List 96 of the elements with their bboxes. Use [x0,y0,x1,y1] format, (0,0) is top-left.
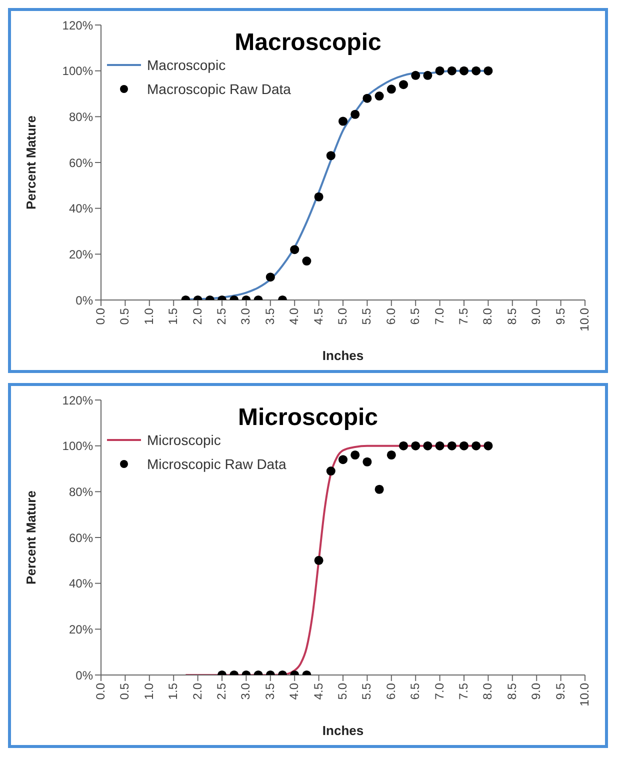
chart-title: Macroscopic [234,29,382,56]
y-tick-label: 80% [68,110,94,124]
point [326,466,336,476]
legend-label: Microscopic [147,432,221,448]
y-tick-label: 100% [62,64,94,78]
x-tick-label: 8.0 [480,682,495,700]
point [398,80,408,90]
y-tick-label: 0% [76,668,94,682]
x-tick-label: 8.0 [480,308,495,325]
point [411,70,420,80]
x-tick-label: 0.0 [94,308,108,325]
x-tick-label: 5.0 [336,308,350,325]
point [350,450,360,460]
x-tick-label: 3.5 [262,682,277,700]
y-tick-label: 120% [62,18,94,32]
y-tick-label: 60% [68,530,94,545]
chart-title: Microscopic [238,404,378,431]
x-tick-label: 1.5 [166,308,180,325]
x-tick-label: 8.5 [504,308,519,325]
x-tick-label: 1.0 [142,308,156,325]
x-tick-label: 1.0 [142,682,156,700]
x-tick-label: 10.0 [578,308,592,332]
x-tick-label: 6.5 [408,682,422,700]
x-tick-label: 5.5 [360,308,374,325]
point [459,441,469,450]
x-tick-label: 9.0 [529,308,544,325]
x-tick-label: 10.0 [578,682,592,706]
y-tick-label: 20% [68,247,94,262]
x-tick-label: 0.0 [94,682,108,700]
x-tick-label: 6.0 [384,308,398,325]
point [374,92,384,101]
point [398,441,408,450]
x-tick-label: 7.5 [456,308,471,325]
y-tick-label: 20% [68,622,94,636]
x-tick-label: 9.0 [529,682,544,700]
x-tick-label: 4.5 [311,308,326,325]
point [447,66,456,76]
x-tick-label: 4.5 [311,682,326,700]
point [447,441,456,450]
x-tick-label: 9.5 [553,308,568,325]
legend-label: Macroscopic [147,57,226,73]
x-tick-label: 2.0 [190,682,204,700]
point [484,441,493,450]
x-tick-label: 7.0 [432,682,446,700]
x-tick-label: 6.0 [384,682,398,700]
point [362,457,372,466]
point [472,66,481,76]
point [484,66,493,76]
x-tick-label: 4.0 [287,682,302,700]
x-tick-label: 3.5 [262,308,277,325]
x-tick-label: 5.0 [336,682,350,700]
x-tick-label: 8.5 [504,682,519,700]
y-tick-label: 40% [68,576,94,591]
x-tick-label: 0.5 [118,308,132,325]
x-tick-label: 7.5 [456,682,471,700]
point [423,441,432,450]
point [350,110,360,119]
point [362,94,372,103]
x-tick-label: 7.0 [432,308,446,325]
point [435,66,444,76]
x-tick-label: 5.5 [360,682,374,700]
x-axis-title: Inches [322,723,364,738]
x-tick-label: 1.5 [166,682,180,700]
point [411,441,420,450]
y-tick-label: 60% [68,156,94,170]
x-tick-label: 3.0 [238,682,253,700]
point [386,450,396,460]
y-axis-title: Percent Mature [24,490,39,584]
point [314,192,324,202]
point [338,116,348,126]
x-tick-label: 3.0 [238,308,253,325]
point [472,441,481,450]
point [459,66,469,76]
x-tick-label: 6.5 [408,308,422,325]
x-tick-label: 2.5 [214,682,229,700]
x-axis-title: Inches [322,348,364,363]
y-tick-label: 120% [62,393,94,408]
y-axis-title: Percent Mature [24,116,39,210]
y-tick-label: 0% [76,293,94,308]
y-tick-label: 100% [62,439,94,454]
point [374,484,384,494]
y-tick-label: 80% [68,484,94,499]
point [423,70,432,80]
point [314,556,324,565]
legend-label: Macroscopic Raw Data [147,81,291,97]
point [435,441,444,450]
point [338,455,348,464]
point [386,84,396,94]
x-tick-label: 2.0 [190,308,204,325]
x-tick-label: 4.0 [287,308,302,325]
y-tick-label: 40% [68,202,94,216]
point [326,151,336,160]
x-tick-label: 2.5 [214,308,229,325]
x-tick-label: 0.5 [118,682,132,700]
legend-label: Microscopic Raw Data [147,456,286,472]
x-tick-label: 9.5 [553,682,568,700]
